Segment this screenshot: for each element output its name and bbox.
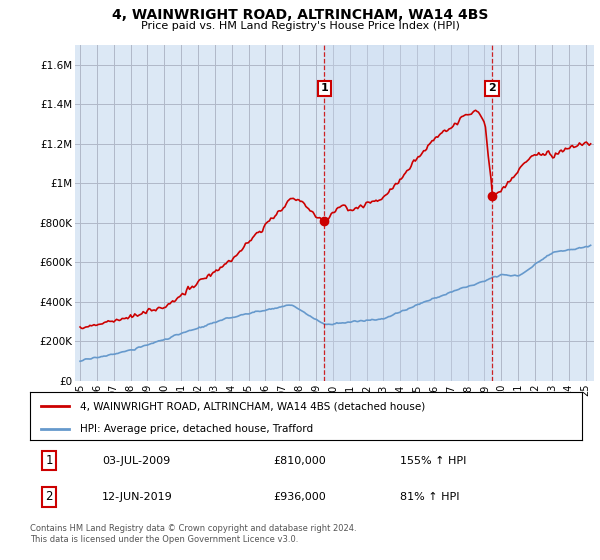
Text: Contains HM Land Registry data © Crown copyright and database right 2024.
This d: Contains HM Land Registry data © Crown c… [30, 524, 356, 544]
Text: HPI: Average price, detached house, Trafford: HPI: Average price, detached house, Traf… [80, 424, 313, 434]
Text: 4, WAINWRIGHT ROAD, ALTRINCHAM, WA14 4BS (detached house): 4, WAINWRIGHT ROAD, ALTRINCHAM, WA14 4BS… [80, 402, 425, 411]
Text: 4, WAINWRIGHT ROAD, ALTRINCHAM, WA14 4BS: 4, WAINWRIGHT ROAD, ALTRINCHAM, WA14 4BS [112, 8, 488, 22]
Text: 1: 1 [320, 83, 328, 94]
Text: 1: 1 [46, 454, 53, 467]
Text: 81% ↑ HPI: 81% ↑ HPI [400, 492, 460, 502]
Bar [325, 45, 492, 381]
Text: £810,000: £810,000 [273, 456, 326, 465]
Text: 2: 2 [488, 83, 496, 94]
Text: Price paid vs. HM Land Registry's House Price Index (HPI): Price paid vs. HM Land Registry's House … [140, 21, 460, 31]
Text: 2: 2 [46, 491, 53, 503]
Text: £936,000: £936,000 [273, 492, 326, 502]
Text: 155% ↑ HPI: 155% ↑ HPI [400, 456, 466, 465]
Text: 12-JUN-2019: 12-JUN-2019 [102, 492, 173, 502]
Text: 03-JUL-2009: 03-JUL-2009 [102, 456, 170, 465]
